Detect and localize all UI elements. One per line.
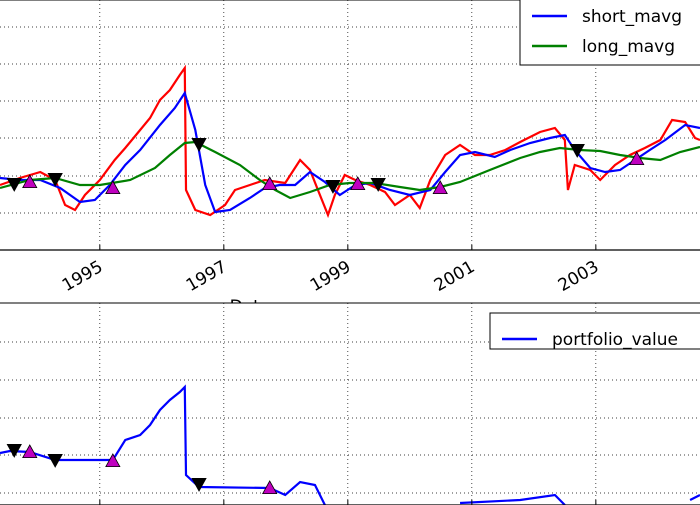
buy-marker xyxy=(262,480,278,495)
x-tick-label: 2001 xyxy=(431,257,478,296)
legend-label: long_mavg xyxy=(582,37,675,57)
sell-marker xyxy=(191,137,207,152)
legend-box xyxy=(519,0,700,66)
buy-marker xyxy=(629,151,645,166)
buy-marker xyxy=(432,180,448,195)
x-tick-label: 1999 xyxy=(307,257,354,296)
buy-marker xyxy=(262,176,278,191)
x-tick-label: 2003 xyxy=(555,257,602,296)
legend-box xyxy=(489,312,700,350)
buy-marker xyxy=(105,453,121,468)
sell-marker xyxy=(47,453,63,468)
buy-marker xyxy=(22,444,38,459)
series-line xyxy=(0,140,700,200)
legend-label: portfolio_value xyxy=(552,330,678,350)
sell-marker xyxy=(569,143,585,158)
sell-marker xyxy=(191,477,207,492)
sell-marker xyxy=(6,443,22,458)
series-line xyxy=(0,90,700,214)
sell-marker xyxy=(325,179,341,194)
buy-marker xyxy=(350,176,366,191)
plot-area xyxy=(0,0,700,250)
buy-marker xyxy=(22,174,38,189)
legend-label: short_mavg xyxy=(582,7,682,27)
buy-marker xyxy=(105,180,121,195)
plot-area xyxy=(0,303,700,505)
sell-marker xyxy=(370,177,386,192)
sell-marker xyxy=(6,177,22,192)
sell-marker xyxy=(47,172,63,187)
x-tick-label: 1997 xyxy=(183,257,230,296)
x-tick-label: 1995 xyxy=(59,257,106,296)
